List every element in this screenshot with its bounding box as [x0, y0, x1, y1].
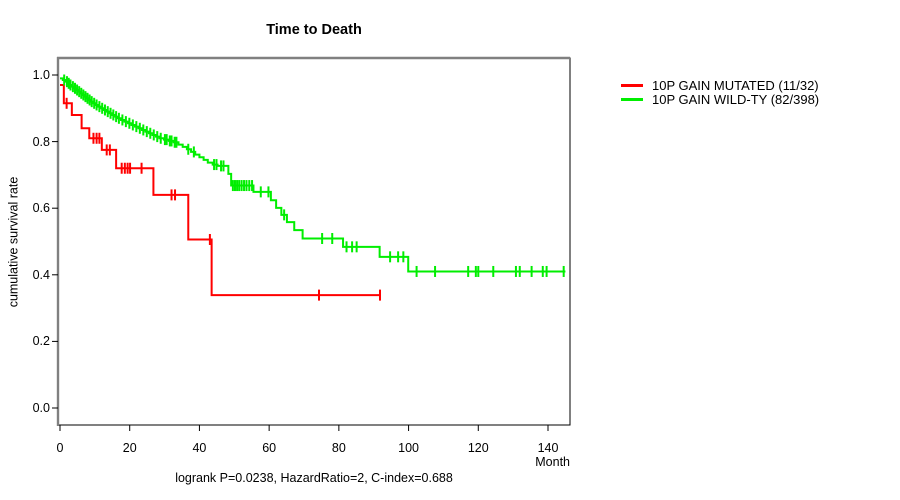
survival-curve-0: [60, 83, 381, 297]
survival-curve-1: [60, 77, 566, 273]
plot-frame: [57, 57, 571, 426]
